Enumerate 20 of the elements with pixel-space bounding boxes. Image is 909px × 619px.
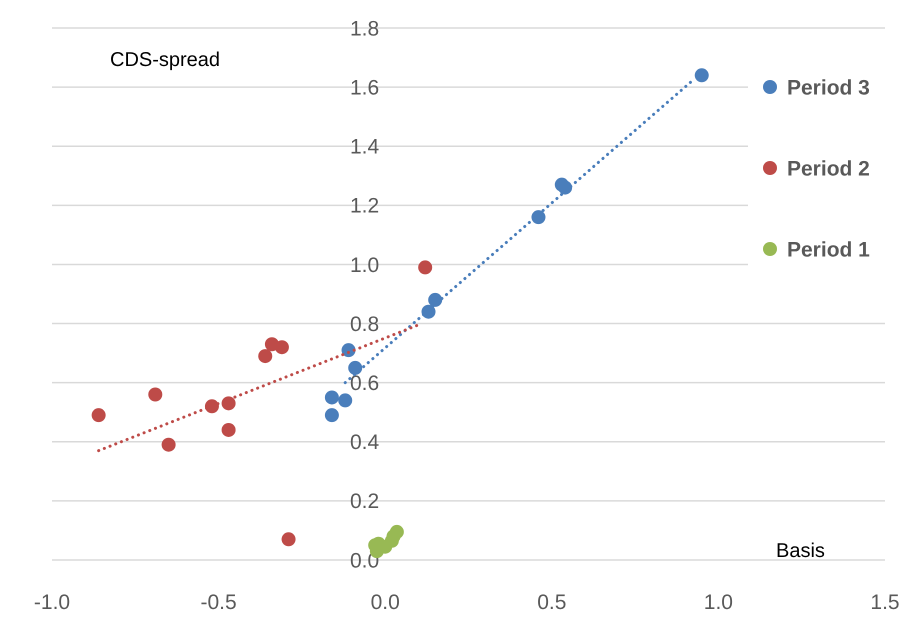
x-tick-label: -1.0 xyxy=(34,591,70,614)
legend-label: Period 2 xyxy=(787,157,870,180)
y-tick-label: 0.6 xyxy=(350,372,380,396)
y-tick-label: 1.8 xyxy=(350,17,380,40)
y-tick-label: 0.8 xyxy=(350,312,380,336)
x-tick-label: 1.0 xyxy=(704,591,733,614)
x-axis-title: Basis xyxy=(776,540,825,562)
y-tick-label: 1.0 xyxy=(350,254,380,277)
x-tick-label: 1.5 xyxy=(870,591,900,614)
x-tick-label: 0.0 xyxy=(370,591,400,614)
y-tick-label: 0.4 xyxy=(350,431,380,454)
y-tick-label: 1.4 xyxy=(350,136,380,159)
x-tick-label: 0.5 xyxy=(537,591,566,614)
x-tick-label: -0.5 xyxy=(200,591,237,614)
legend-label: Period 1 xyxy=(787,238,870,262)
y-axis-title: CDS-spread xyxy=(110,49,220,71)
y-tick-label: 1.6 xyxy=(350,76,380,100)
y-tick-label: 1.2 xyxy=(350,194,380,218)
legend-label: Period 3 xyxy=(787,76,870,100)
y-tick-label: 0.2 xyxy=(350,490,380,514)
